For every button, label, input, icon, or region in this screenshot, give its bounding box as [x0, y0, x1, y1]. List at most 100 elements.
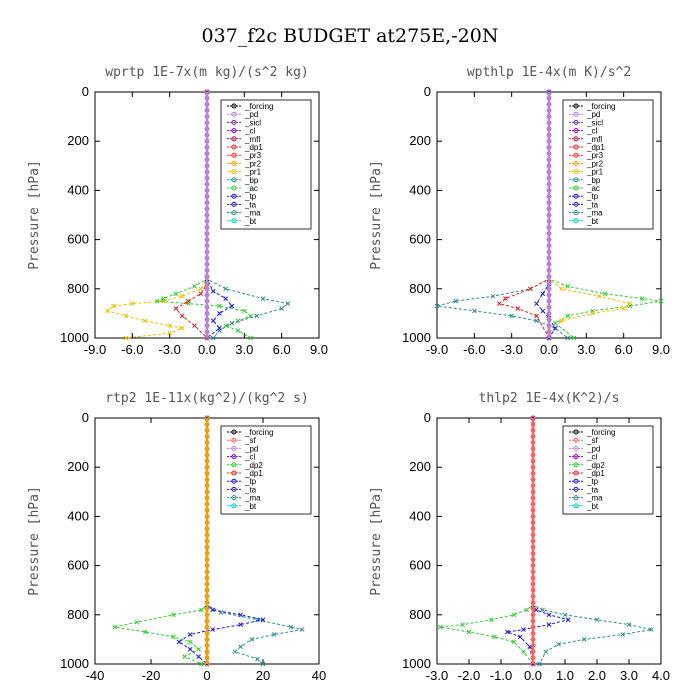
data-point [530, 495, 536, 501]
data-point [546, 225, 552, 230]
data-point [530, 581, 536, 587]
legend-label: _forcing [244, 428, 273, 437]
data-point [204, 495, 210, 501]
data-point [204, 206, 210, 212]
legend-marker [231, 210, 237, 216]
data-point [559, 318, 564, 324]
legend-label: _sicl [586, 118, 603, 127]
legend-label: _tp [586, 477, 599, 486]
figure-title: 037_f2c BUDGET at275E,-20N [202, 25, 499, 47]
data-point [546, 108, 552, 113]
data-point [524, 607, 529, 613]
x-tick-label: -6.0 [121, 342, 143, 357]
data-point [460, 622, 465, 627]
data-point [546, 249, 552, 255]
legend-marker [573, 169, 579, 175]
legend-marker [573, 495, 579, 501]
chart-panel-1: wprtp 1E-7x(m kg)/(s^2 kg) Pressure [hPa]… [27, 65, 328, 357]
data-point [204, 569, 210, 574]
data-point [204, 298, 210, 304]
data-point [129, 301, 135, 306]
data-point [185, 298, 191, 304]
legend-marker [573, 136, 579, 142]
data-point [204, 138, 210, 144]
data-point [204, 440, 210, 445]
data-point [530, 421, 536, 427]
legend-label: _ac [586, 184, 600, 193]
data-point [260, 617, 266, 623]
legend-marker [231, 486, 237, 492]
legend-label: _ac [244, 184, 258, 193]
data-point [505, 629, 510, 635]
data-point [238, 622, 243, 627]
legend-marker [231, 470, 237, 476]
data-point [530, 458, 536, 464]
data-point [179, 313, 185, 319]
data-point [521, 627, 526, 632]
data-point [204, 280, 210, 285]
data-point [204, 243, 210, 248]
data-point [552, 325, 558, 331]
data-point [204, 89, 210, 95]
data-point [229, 320, 235, 326]
x-tick-label: 6.0 [615, 342, 633, 357]
legend-label: _ta [586, 485, 599, 494]
data-point [204, 446, 210, 451]
legend-label: _pd [586, 444, 600, 453]
data-point [546, 237, 552, 242]
legend-label: _ta [244, 485, 257, 494]
data-point [552, 320, 558, 326]
data-point [530, 551, 536, 556]
data-point [543, 649, 549, 655]
data-point [223, 323, 229, 329]
data-point [123, 313, 129, 319]
data-point [210, 335, 216, 341]
y-tick-label: 400 [67, 508, 89, 523]
legend-marker [573, 445, 579, 451]
data-point [204, 218, 210, 224]
legend-marker [231, 193, 237, 199]
y-tick-label: 1000 [402, 330, 431, 345]
legend-label: _ma [244, 494, 261, 503]
legend-box [562, 425, 654, 515]
data-point [204, 157, 210, 162]
data-point [176, 639, 182, 645]
data-point [238, 612, 243, 618]
legend-label: _pr2 [586, 159, 604, 168]
data-point [204, 415, 210, 421]
data-point [466, 629, 472, 635]
data-point [517, 634, 523, 640]
data-point [204, 600, 210, 605]
data-point [204, 95, 210, 101]
data-point [534, 318, 539, 324]
data-point [530, 563, 536, 568]
data-point [490, 293, 496, 299]
data-point [530, 612, 536, 617]
legend-marker [231, 111, 237, 117]
legend-label: _cl [586, 453, 597, 462]
x-tick-label: 1.0 [556, 668, 574, 683]
data-point [204, 188, 210, 193]
legend-marker [573, 470, 579, 476]
data-point [434, 303, 440, 309]
legend-marker [231, 152, 237, 158]
panel-title: thlp2 1E-4x(K^2)/s [479, 391, 620, 406]
data-point [546, 126, 552, 132]
y-tick-label: 800 [409, 281, 431, 296]
data-point [546, 138, 552, 144]
data-point [204, 514, 210, 519]
y-tick-label: 0 [82, 84, 89, 99]
data-point [204, 661, 210, 667]
legend-marker [573, 128, 579, 134]
data-point [602, 291, 608, 297]
legend-label: _ma [244, 209, 261, 218]
data-point [232, 649, 238, 655]
chart-panel-2: wpthlp 1E-4x(m K)/s^2 Pressure [hPa] 0 200 4… [369, 65, 670, 357]
data-point [540, 607, 545, 613]
data-point [182, 654, 187, 659]
data-point [204, 126, 210, 132]
legend-label: _sf [244, 436, 256, 445]
data-point [198, 286, 204, 292]
series-line-tp [535, 92, 556, 339]
